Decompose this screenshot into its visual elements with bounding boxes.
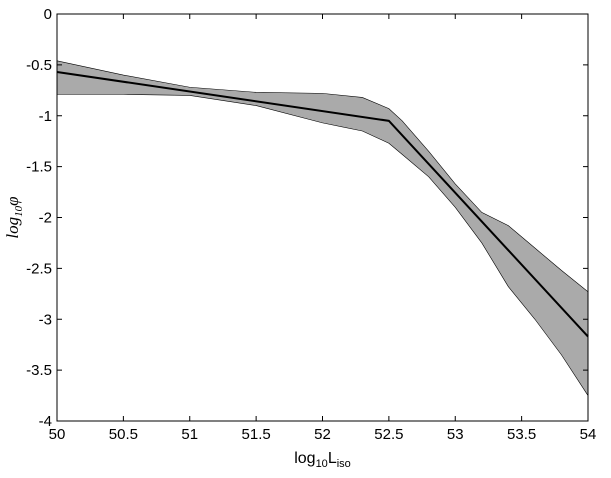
x-tick-label: 50: [49, 426, 66, 443]
y-tick-label: -1.5: [26, 159, 52, 176]
x-tick-label: 50.5: [109, 426, 138, 443]
x-axis-label-part: iso: [337, 458, 351, 470]
x-tick-label: 51.5: [242, 426, 271, 443]
y-axis-label: log10φ: [3, 196, 25, 238]
y-axis-label-part: log: [3, 217, 22, 239]
y-tick-label: -2.5: [26, 260, 52, 277]
y-tick-label: -2: [39, 210, 52, 227]
y-axis-label-part: 10: [13, 205, 25, 217]
x-tick-label: 53.5: [507, 426, 536, 443]
y-tick-label: -0.5: [26, 57, 52, 74]
x-axis-label-part: L: [328, 450, 337, 467]
x-tick-label: 53: [447, 426, 464, 443]
x-axis-label-part: 10: [316, 458, 328, 470]
x-axis-label: log10Liso: [294, 450, 351, 470]
x-axis-label-part: log: [294, 450, 315, 467]
x-tick-label: 54: [580, 426, 597, 443]
y-tick-label: 0: [44, 6, 52, 23]
plot-frame: [56, 13, 589, 422]
y-tick-label: -4: [39, 413, 52, 430]
y-tick-label: -3: [39, 311, 52, 328]
y-axis-label-part: φ: [3, 196, 22, 205]
y-tick-label: -3.5: [26, 362, 52, 379]
x-tick-label: 52.5: [374, 426, 403, 443]
line: [56, 71, 589, 338]
y-tick-label: -1: [39, 108, 52, 125]
x-tick-label: 52: [314, 426, 331, 443]
x-tick-label: 51: [181, 426, 198, 443]
